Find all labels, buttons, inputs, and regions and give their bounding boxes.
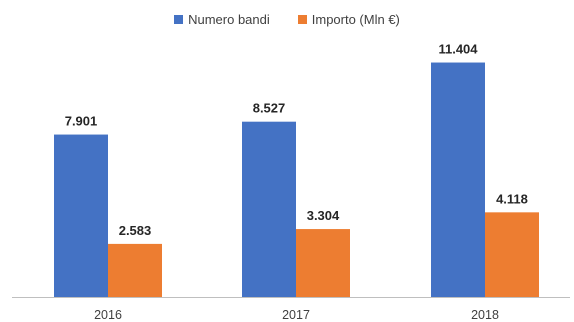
bar-importo-2016 <box>108 243 162 297</box>
data-label-importo-2018: 4.118 <box>496 191 528 206</box>
legend-item-series-1: Importo (Mln €) <box>297 12 400 27</box>
data-label-importo-2017: 3.304 <box>307 208 340 223</box>
legend-swatch-series-1 <box>297 15 307 24</box>
data-label-numero-bandi-2016: 7.901 <box>65 114 98 129</box>
data-label-importo-2016: 2.583 <box>119 223 152 238</box>
data-label-numero-bandi-2017: 8.527 <box>253 101 286 116</box>
chart-legend: Numero bandi Importo (Mln €) <box>0 12 574 27</box>
legend-item-series-0: Numero bandi <box>174 12 270 27</box>
legend-label-series-1: Importo (Mln €) <box>311 12 400 27</box>
x-tick-label-2016: 2016 <box>94 308 122 322</box>
bar-numero-bandi-2016 <box>54 134 108 297</box>
legend-label-series-0: Numero bandi <box>188 12 270 27</box>
bar-numero-bandi-2017 <box>242 121 296 298</box>
bar-numero-bandi-2018 <box>431 62 485 298</box>
x-tick-label-2018: 2018 <box>471 308 499 322</box>
x-tick-label-2017: 2017 <box>282 308 310 322</box>
data-label-numero-bandi-2018: 11.404 <box>438 42 478 57</box>
bar-importo-2018 <box>485 212 539 297</box>
legend-swatch-series-0 <box>174 15 184 24</box>
bar-importo-2017 <box>296 229 350 297</box>
